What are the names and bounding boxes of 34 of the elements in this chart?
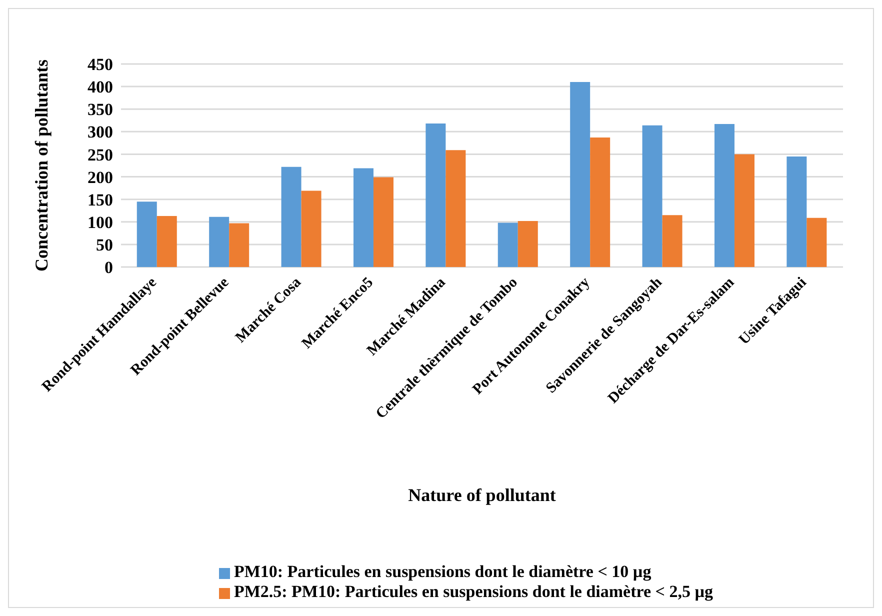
legend-label: PM2.5: PM10: Particules en suspensions dont le diamètre < 2,5 µg (234, 582, 714, 601)
bar (786, 156, 807, 267)
bar (373, 177, 394, 267)
y-tick-label: 50 (96, 235, 113, 254)
bar (426, 124, 446, 267)
bar (714, 124, 734, 267)
bar (734, 154, 754, 267)
bar (518, 220, 538, 267)
bar (136, 202, 157, 267)
bar (570, 82, 590, 267)
y-tick-label: 150 (88, 190, 113, 210)
bar (590, 138, 610, 267)
bar (229, 223, 250, 267)
y-tick-label: 450 (88, 55, 113, 74)
bar (281, 166, 302, 267)
bar (156, 216, 177, 267)
y-tick-label: 400 (88, 78, 113, 97)
y-axis-title: Concentration of pollutants (31, 59, 52, 272)
bar (662, 215, 682, 267)
y-tick-label: 300 (88, 122, 113, 142)
bar (353, 168, 374, 267)
y-tick-label: 200 (88, 168, 113, 187)
bar (301, 190, 322, 267)
bar (806, 218, 827, 267)
y-tick-label: 250 (88, 145, 113, 164)
y-tick-label: 350 (88, 100, 113, 120)
bar (498, 222, 518, 267)
legend-label: PM10: Particules en suspensions dont le diamètre < 10 µg (234, 562, 652, 581)
x-axis-title: Nature of pollutant (408, 485, 556, 505)
bar (642, 125, 662, 267)
bar (446, 150, 466, 267)
y-tick-label: 0 (104, 258, 113, 278)
y-tick-label: 100 (88, 212, 113, 232)
bar (209, 216, 230, 267)
